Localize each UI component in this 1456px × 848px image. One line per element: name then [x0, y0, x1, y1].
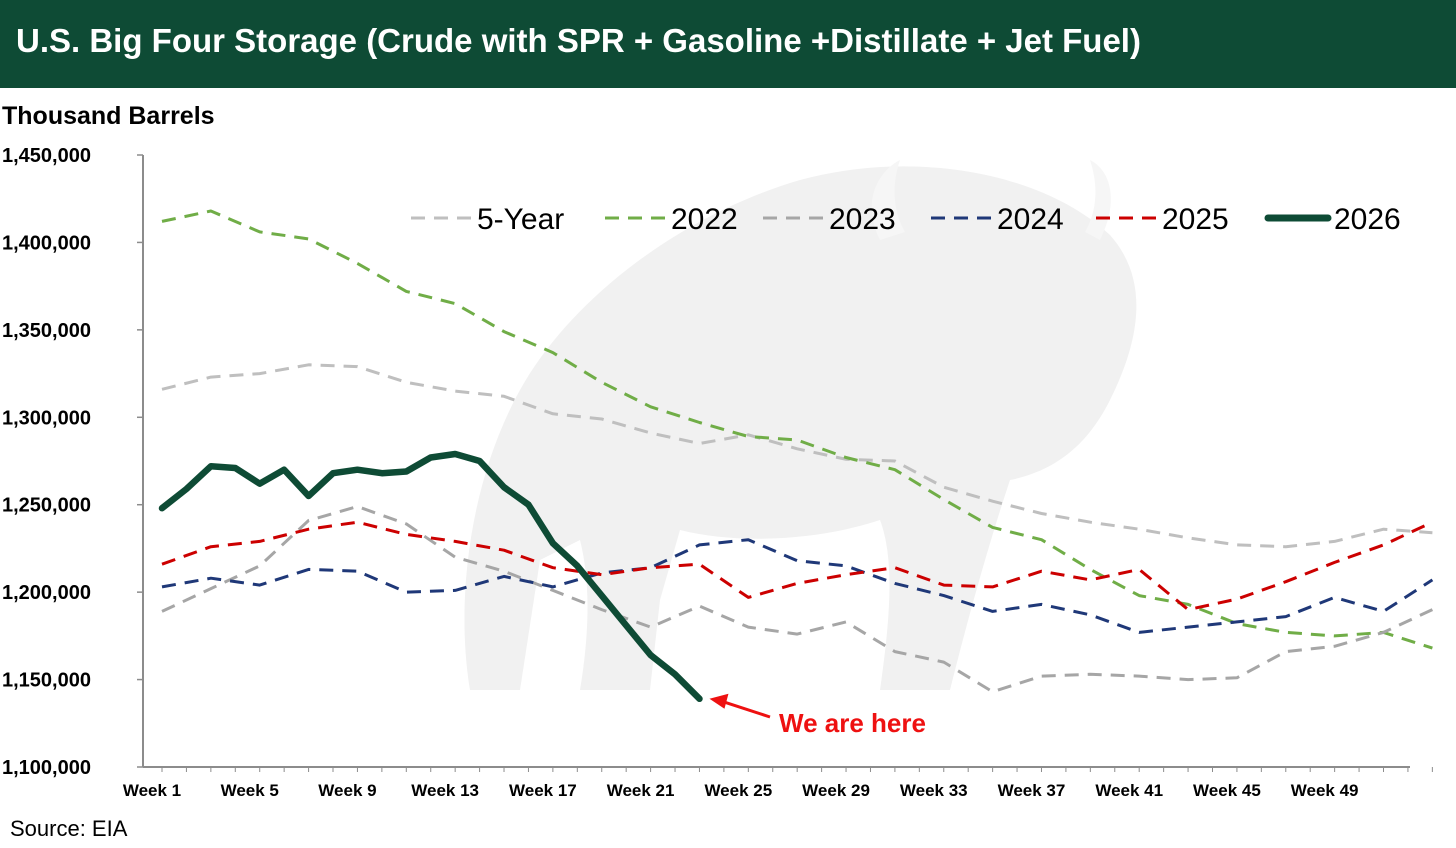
chart-title: U.S. Big Four Storage (Crude with SPR + … — [16, 22, 1141, 59]
x-tick-label: Week 5 — [221, 781, 279, 800]
source-note: Source: EIA — [10, 816, 128, 841]
x-tick-label: Week 37 — [998, 781, 1066, 800]
y-tick-label: 1,100,000 — [2, 757, 91, 779]
legend-label-2022: 2022 — [671, 203, 738, 236]
series-5-year-line — [161, 363, 1433, 549]
y-tick-label: 1,200,000 — [2, 582, 91, 604]
bison-body — [464, 166, 1137, 690]
y-tick-label: 1,150,000 — [2, 670, 91, 692]
x-tick-label: Week 33 — [900, 781, 968, 800]
x-tick-label: Week 29 — [802, 781, 870, 800]
bison-horn-left — [871, 160, 905, 240]
y-tick-label: 1,250,000 — [2, 495, 91, 517]
chart-series — [158, 209, 1434, 703]
y-tick-label: 1,350,000 — [2, 320, 91, 342]
chart-ticks: 1,100,000 1,150,000 1,200,000 1,250,000 1,30… — [2, 145, 1433, 800]
legend-label-2023: 2023 — [829, 203, 896, 236]
title-bar: U.S. Big Four Storage (Crude with SPR + … — [0, 0, 1456, 88]
x-tick-label: Week 25 — [704, 781, 772, 800]
y-tick-label: 1,400,000 — [2, 232, 91, 254]
series-2023-line — [161, 505, 1434, 694]
x-tick-label: Week 9 — [318, 781, 376, 800]
chart-legend: 5-Year 2022 2023 2024 2025 2026 — [411, 203, 1401, 236]
y-axis-label: Thousand Barrels — [2, 102, 215, 130]
chart-axes — [142, 155, 1410, 768]
annotation-text: We are here — [779, 708, 926, 738]
x-tick-label: Week 17 — [509, 781, 577, 800]
chart-annotation: We are here — [709, 693, 926, 738]
series-2025-line — [161, 520, 1434, 612]
annotation-arrowhead-icon — [709, 693, 729, 709]
bison-horn-right — [1085, 160, 1111, 240]
series-2026-line — [158, 450, 703, 703]
x-tick-label: Week 13 — [411, 781, 479, 800]
x-tick-label: Week 41 — [1095, 781, 1163, 800]
legend-label-2024: 2024 — [997, 203, 1064, 236]
legend-label-5-year: 5-Year — [477, 203, 564, 236]
legend-label-2026: 2026 — [1334, 203, 1401, 236]
x-tick-label: Week 45 — [1193, 781, 1261, 800]
y-tick-label: 1,450,000 — [2, 145, 91, 167]
bison-watermark-icon — [464, 160, 1137, 690]
x-tick-label: Week 21 — [607, 781, 675, 800]
annotation-arrow-shaft — [722, 700, 771, 719]
y-tick-label: 1,300,000 — [2, 407, 91, 429]
x-tick-label: Week 1 — [123, 781, 181, 800]
x-tick-label: Week 49 — [1291, 781, 1359, 800]
series-2024-line — [161, 538, 1434, 634]
legend-label-2025: 2025 — [1162, 203, 1229, 236]
